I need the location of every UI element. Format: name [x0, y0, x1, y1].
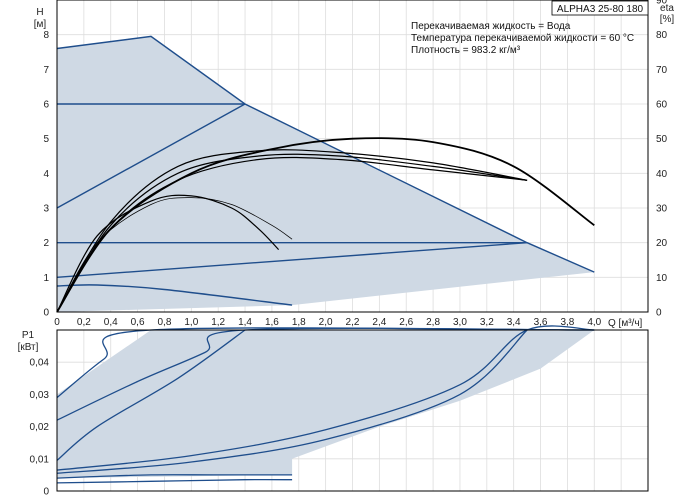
- efficiency-tick-labels: 0 10 20 30 40 50 60 70 80 90: [656, 0, 668, 319]
- efficiency-curve: [56, 149, 528, 313]
- x-tick-label: 3,8: [560, 317, 574, 328]
- head-tick-label: 5: [43, 134, 49, 145]
- x-tick-label: 3,6: [534, 317, 548, 328]
- power-tick-label: 0: [43, 487, 49, 498]
- power-tick-labels: 0 0,01 0,02 0,03 0,04: [30, 358, 50, 498]
- x-tick-label: 3,4: [507, 317, 521, 328]
- bottom-operating-area: [57, 330, 595, 479]
- efficiency-tick-label: 80: [656, 30, 668, 41]
- efficiency-axis-unit: [%]: [660, 14, 675, 25]
- efficiency-curve: [56, 156, 528, 313]
- bottom-panel-frame: [56, 329, 649, 492]
- x-tick-label: 3,0: [453, 317, 467, 328]
- efficiency-tick-label: 90: [656, 0, 668, 7]
- info-temperature: Температура перекачиваемой жидкости = 60…: [411, 33, 634, 44]
- head-tick-label: 0: [43, 308, 49, 319]
- head-axis-label: H: [36, 7, 43, 18]
- bottom-panel: 0 0,01 0,02 0,03 0,04 P1 [кВт]: [18, 325, 649, 498]
- power-tick-label: 0,04: [30, 358, 50, 369]
- x-tick-label: 0: [54, 317, 60, 328]
- power-curve: [56, 474, 293, 479]
- head-tick-label: 2: [43, 238, 49, 249]
- power-curve: [56, 478, 293, 484]
- x-tick-label: 1,4: [238, 317, 252, 328]
- x-tick-label: 1,6: [265, 317, 279, 328]
- x-tick-labels: 0 0,2 0,4 0,6 0,8 1,0 1,2 1,4 1,6 1,8 2,0 2,2 2,4 2,6…: [54, 317, 601, 328]
- efficiency-axis-label: eta: [660, 3, 674, 14]
- efficiency-tick-label: 20: [656, 238, 668, 249]
- x-tick-label: 1,0: [184, 317, 198, 328]
- head-tick-label: 7: [43, 65, 49, 76]
- model-name: ALPHA3 25-80 180: [557, 4, 644, 15]
- x-tick-label: 3,2: [480, 317, 494, 328]
- head-tick-label: 3: [43, 204, 49, 215]
- x-tick-label: 1,8: [292, 317, 306, 328]
- x-tick-label: 4,0: [587, 317, 601, 328]
- head-curve: [56, 242, 528, 278]
- top-panel: 0 0,2 0,4 0,6 0,8 1,0 1,2 1,4 1,6 1,8 2,0 2,2 2,4 2,6…: [34, 0, 675, 329]
- head-tick-label: 1: [43, 273, 49, 284]
- efficiency-tick-label: 0: [656, 308, 662, 319]
- efficiency-tick-label: 50: [656, 134, 668, 145]
- x-tick-label: 0,6: [131, 317, 145, 328]
- efficiency-curve: [56, 197, 293, 313]
- efficiency-curves: [56, 137, 595, 313]
- flow-axis-label: Q [м³/ч]: [608, 318, 643, 329]
- head-axis-unit: [м]: [34, 19, 47, 30]
- power-tick-label: 0,03: [30, 390, 50, 401]
- model-box-frame: [551, 0, 649, 16]
- efficiency-tick-label: 60: [656, 100, 668, 111]
- x-tick-label: 2,2: [346, 317, 360, 328]
- head-tick-label: 4: [43, 169, 49, 180]
- x-tick-label: 0,2: [77, 317, 91, 328]
- power-axis-unit: [кВт]: [18, 342, 39, 353]
- power-axis-label: P1: [22, 330, 35, 341]
- x-tick-label: 2,0: [319, 317, 333, 328]
- efficiency-tick-label: 10: [656, 273, 668, 284]
- efficiency-curve: [56, 153, 528, 313]
- power-curve: [56, 329, 246, 461]
- top-panel-frame: [56, 0, 649, 313]
- head-curves: [56, 35, 595, 306]
- head-tick-label: 8: [43, 30, 49, 41]
- efficiency-tick-label: 70: [656, 65, 668, 76]
- efficiency-tick-label: 30: [656, 204, 668, 215]
- model-box: ALPHA3 25-80 180: [551, 0, 649, 16]
- x-tick-label: 0,8: [158, 317, 172, 328]
- x-tick-label: 0,4: [104, 317, 118, 328]
- x-tick-label: 1,2: [211, 317, 225, 328]
- info-density: Плотность = 983.2 кг/м³: [411, 45, 521, 56]
- head-tick-label: 6: [43, 100, 49, 111]
- info-liquid: Перекачиваемая жидкость = Вода: [411, 21, 571, 32]
- x-tick-label: 2,6: [399, 317, 413, 328]
- power-curve: [56, 329, 528, 474]
- efficiency-tick-label: 40: [656, 169, 668, 180]
- efficiency-curve: [56, 194, 280, 313]
- head-curve: [56, 284, 293, 306]
- power-tick-label: 0,02: [30, 422, 50, 433]
- head-tick-labels: 0 1 2 3 4 5 6 7 8: [43, 30, 49, 318]
- x-tick-label: 2,8: [426, 317, 440, 328]
- head-curve: [56, 103, 246, 209]
- x-tick-label: 2,4: [372, 317, 386, 328]
- power-curve: [56, 327, 595, 421]
- power-tick-label: 0,01: [30, 454, 50, 465]
